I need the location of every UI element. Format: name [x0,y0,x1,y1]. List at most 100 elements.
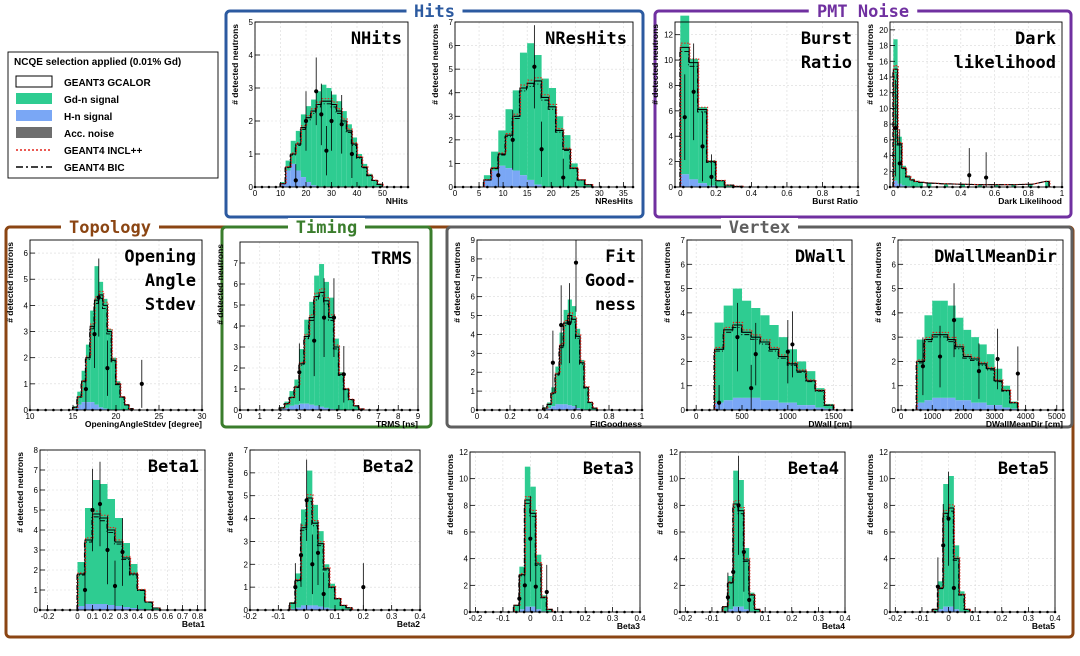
x-tick-label: -0.2 [678,614,692,623]
h-signal-bar [751,397,761,410]
h-signal-bar [723,400,733,410]
data-point [312,338,317,343]
h-signal-bar [559,404,564,410]
legend-swatch-noise [16,127,52,138]
h-signal-bar [295,170,301,187]
x-tick-label: 0.8 [1023,189,1035,198]
h-signal-bar [948,606,954,612]
gd-signal-bar [555,366,560,405]
data-point [747,597,752,603]
x-tick-label: 25 [155,412,164,421]
x-tick-label: 0.2 [358,612,370,621]
panel-title: likelihood [954,53,1056,73]
h-signal-bar [107,605,115,610]
x-tick-label: 0.3 [1023,614,1035,623]
gd-signal-bar [98,281,104,408]
geant3-gcalor-line [483,80,593,187]
y-tick-label: 6 [234,280,239,289]
y-tick-label: 1 [24,380,29,389]
y-tick-label: 5 [471,312,476,321]
gd-signal-bar [103,298,108,409]
gd-signal-bar [567,299,572,406]
y-axis-label: # detected neutrons [5,242,15,323]
h-signal-bar [738,606,744,612]
panel-title: Dark [1015,29,1056,49]
x-tick-label: 1 [1060,189,1065,198]
legend-entry-label: H-n signal [64,112,113,123]
panel-title: DWallMeanDir [934,247,1057,267]
data-point [105,366,110,371]
data-point [539,147,544,152]
h-signal-bar [947,397,956,410]
data-point [97,501,103,507]
y-axis-label: # detected neutrons [655,454,665,535]
h-signal-bar [512,170,520,187]
x-tick-label: 10 [26,412,35,421]
geant4-bic-line [541,317,597,410]
gd-signal-bar [505,109,513,169]
data-point [749,386,754,391]
gd-signal-bar [723,305,733,401]
y-tick-label: 6 [674,528,679,537]
gd-signal-bar [301,509,307,606]
gd-signal-bar [362,163,368,187]
gd-signal-bar [377,183,383,187]
x-tick-label: 0 [694,412,699,421]
gd-signal-bar [111,357,116,410]
gd-signal-bar [978,344,987,403]
h-signal-bar [742,397,752,410]
x-tick-label: 0.4 [537,412,549,421]
h-signal-bar [778,402,788,410]
x-tick-label: 0.7 [177,612,189,621]
x-tick-label: 8 [396,412,401,421]
x-tick-label: 0 [475,412,480,421]
data-point [984,175,989,180]
x-tick-label: 0.3 [117,612,129,621]
x-tick-label: 0.1 [552,614,564,623]
data-point [709,174,714,179]
y-axis-label: # detected neutrons [225,452,235,533]
x-tick-label: -0.1 [915,614,929,623]
h-signal-bar [524,606,531,612]
data-point [522,583,527,588]
gd-signal-bar [77,391,82,405]
data-point [1015,371,1020,376]
y-tick-label: 4 [464,555,469,564]
y-tick-label: 0 [892,406,897,415]
h-signal-bar [978,402,987,410]
y-tick-label: 4 [884,555,889,564]
gd-signal-bar [937,581,944,610]
gd-signal-bar [335,598,341,610]
data-point [567,321,572,326]
gd-signal-bar [994,368,1003,406]
x-tick-label: 5 [337,412,342,421]
h-signal-bar [323,607,330,610]
plot-frame [674,21,859,188]
gd-signal-bar [333,338,339,410]
x-tick-label: 1000 [779,412,797,421]
geant4-bic-line [512,502,553,612]
h-signal-bar [85,402,91,410]
y-tick-label: 3 [892,333,897,342]
y-tick-label: 12 [879,448,888,457]
x-tick-label: 25 [571,189,580,198]
h-signal-bar [576,408,581,410]
x-tick-label: 15 [523,189,532,198]
y-tick-label: 6 [471,293,476,302]
h-signal-bar [300,177,306,187]
gd-signal-bar [580,359,585,410]
gd-signal-bar [107,328,112,410]
x-tick-label: 0.2 [710,189,722,198]
x-tick-label: 0.4 [132,612,144,621]
h-signal-bar [567,405,572,410]
x-tick-label: 0.3 [607,614,619,623]
geant4-bic-line [482,83,592,187]
gd-signal-bar [77,562,85,606]
x-tick-label: 1000 [923,412,941,421]
gd-signal-bar [546,609,553,612]
y-tick-label: 1 [249,150,254,159]
